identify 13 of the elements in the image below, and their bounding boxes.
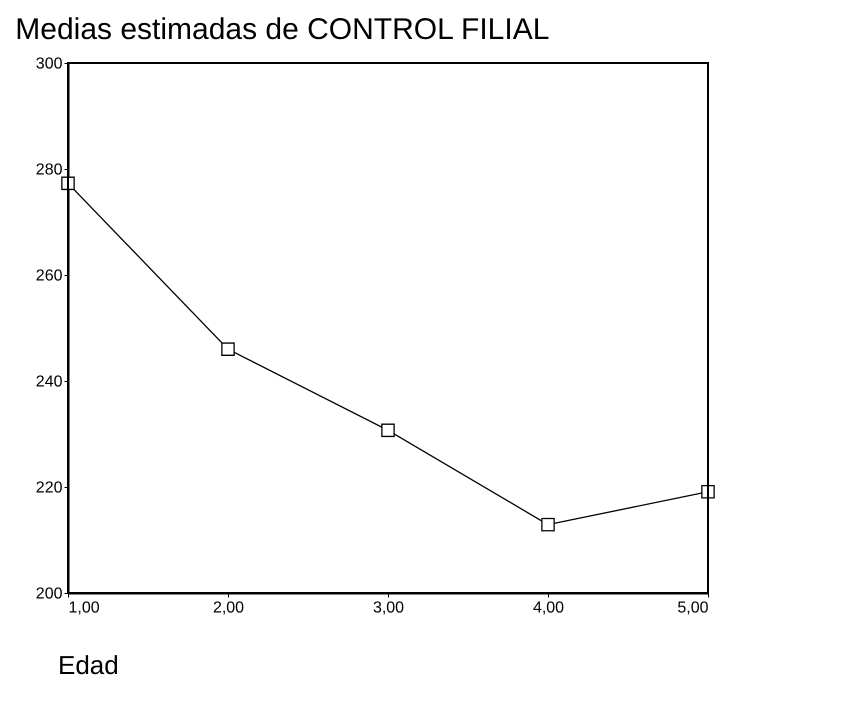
x-axis-title: Edad: [58, 650, 119, 680]
y-tick-label: 240: [36, 374, 63, 390]
x-tick-label: 4,00: [532, 600, 564, 616]
y-tick-label: 200: [36, 586, 63, 602]
x-tick-label: 5,00: [677, 600, 709, 616]
y-tick-label: 220: [36, 480, 63, 496]
y-tick-label: 260: [36, 268, 63, 284]
y-tick-label: 300: [36, 56, 63, 72]
x-tick-label: 2,00: [212, 600, 244, 616]
y-tick-label: 280: [36, 162, 63, 178]
x-tick-label: 1,00: [68, 600, 100, 616]
chart-title: Medias estimadas de CONTROL FILIAL: [15, 13, 550, 46]
x-tick-label: 3,00: [372, 600, 404, 616]
